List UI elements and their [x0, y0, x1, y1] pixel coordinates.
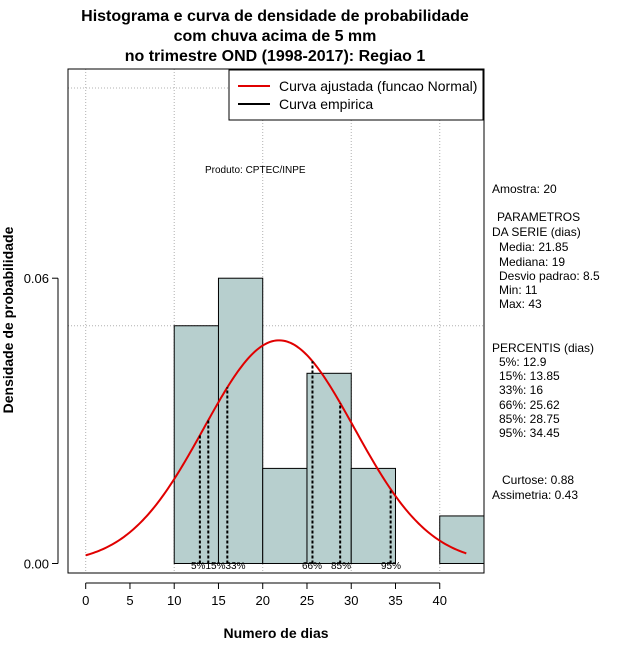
plot-frame [67, 68, 485, 574]
percentile-label-95: 95% [381, 561, 401, 572]
curve-layer [85, 339, 467, 557]
stat-p33: 33%: 16 [499, 383, 543, 397]
sample-size: Amostra: 20 [492, 182, 557, 196]
stat-p5: 5%: 12.9 [499, 355, 547, 369]
stat-max: Max: 43 [499, 297, 542, 311]
stat-min: Min: 11 [499, 283, 538, 297]
chart-title-line-2: com chuva acima de 5 mm [174, 28, 377, 45]
stat-p95: 95%: 34.45 [499, 426, 560, 440]
y-axis-label: Densidade de probabilidade [0, 226, 16, 413]
x-tick-label-0: 0 [82, 593, 89, 608]
normal-density-curve [85, 339, 467, 557]
params-heading-2: DA SERIE (dias) [492, 225, 581, 239]
percentile-label-85: 85% [331, 561, 351, 572]
x-tick-label-25: 25 [300, 593, 314, 608]
x-tick-label-35: 35 [388, 593, 402, 608]
histogram-bar-1 [217, 277, 264, 564]
x-axis-label: Numero de dias [223, 625, 328, 641]
stat-mediana: Mediana: 19 [499, 255, 565, 269]
legend: Curva ajustada (funcao Normal) Curva emp… [228, 69, 484, 121]
params-heading-1: PARAMETROS [497, 210, 580, 224]
x-axis: 0 5 10 15 20 25 30 35 40 [82, 582, 447, 608]
stat-assimetria: Assimetria: 0.43 [492, 488, 578, 502]
x-tick-label-10: 10 [167, 593, 181, 608]
stat-p85: 85%: 28.75 [499, 412, 560, 426]
stat-media: Media: 21.85 [499, 240, 569, 254]
chart-title-line-3: no trimestre OND (1998-2017): Regiao 1 [125, 48, 426, 65]
y-axis: 0.00 0.06 [24, 271, 59, 571]
histogram-bar-4 [350, 467, 396, 564]
product-annotation: Produto: CPTEC/INPE [205, 165, 306, 176]
stat-desvio: Desvio padrao: 8.5 [499, 269, 600, 283]
x-tick-label-40: 40 [433, 593, 447, 608]
x-tick-label-30: 30 [344, 593, 358, 608]
stat-curtose: Curtose: 0.88 [502, 473, 574, 487]
histogram-bar-3 [306, 372, 352, 564]
x-tick-label-20: 20 [255, 593, 269, 608]
histogram-bar-6 [439, 515, 485, 564]
bars-layer [173, 277, 485, 564]
legend-label-normal: Curva ajustada (funcao Normal) [279, 78, 477, 94]
stat-p66: 66%: 25.62 [499, 398, 560, 412]
y-tick-label-1: 0.06 [24, 271, 49, 286]
x-tick-label-15: 15 [211, 593, 225, 608]
x-tick-label-5: 5 [126, 593, 133, 608]
histogram-bar-2 [262, 467, 308, 564]
percentis-heading: PERCENTIS (dias) [492, 341, 594, 355]
stat-p15: 15%: 13.85 [499, 369, 560, 383]
percentile-label-group: 5%15%33% [191, 561, 246, 572]
stats-side-panel: Amostra: 20 PARAMETROS DA SERIE (dias) M… [492, 182, 600, 502]
percentile-label-66: 66% [302, 561, 322, 572]
legend-box [228, 69, 484, 121]
histogram-bar-0 [173, 325, 219, 564]
legend-label-empirical: Curva empirica [279, 96, 373, 112]
y-tick-label-0: 0.00 [24, 556, 49, 571]
percentile-layer [198, 361, 392, 564]
chart-title-line-1: Histograma e curva de densidade de proba… [81, 8, 469, 25]
